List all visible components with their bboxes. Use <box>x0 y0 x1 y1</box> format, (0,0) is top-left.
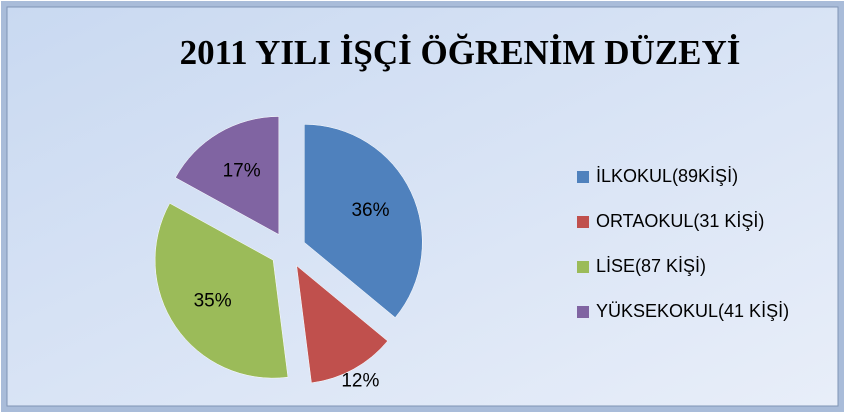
legend-label: İLKOKUL(89KİŞİ) <box>596 166 738 186</box>
pie-slice <box>175 116 280 235</box>
data-label: 17% <box>223 161 261 182</box>
pie-slice <box>304 124 423 318</box>
legend-swatch <box>577 216 589 228</box>
legend-swatch <box>577 171 589 183</box>
data-label: 12% <box>341 371 379 392</box>
legend-label: YÜKSEKOKUL(41 KİŞİ) <box>596 301 789 321</box>
legend-swatch <box>577 306 589 318</box>
legend-swatch <box>577 261 589 273</box>
plot-background <box>6 6 839 407</box>
data-label: 36% <box>351 200 389 221</box>
legend-label: LİSE(87 KİŞİ) <box>596 256 706 276</box>
pie-slice <box>154 202 289 379</box>
data-label: 35% <box>194 290 232 311</box>
chart-title: 2011 YILI İŞÇİ ÖĞRENİM DÜZEYİ <box>180 32 741 72</box>
legend-label: ORTAOKUL(31 KİŞİ) <box>596 211 764 231</box>
pie-slice <box>296 265 388 384</box>
